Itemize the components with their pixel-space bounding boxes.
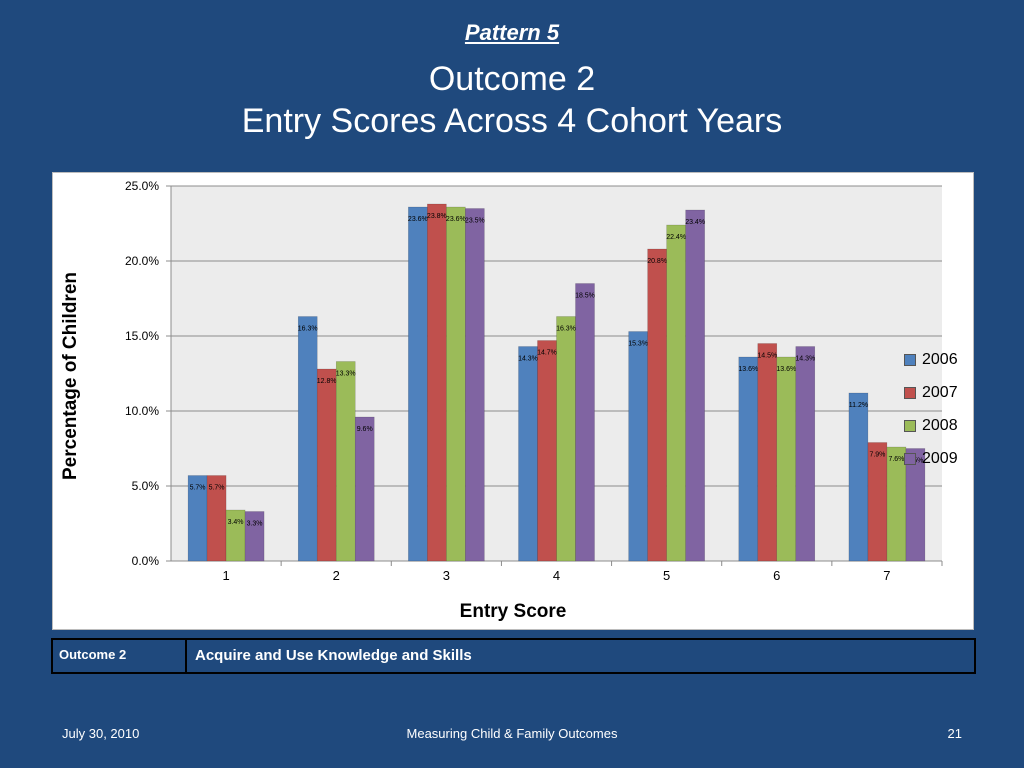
- x-tick-label: 3: [443, 568, 450, 583]
- title-line-2: Entry Scores Across 4 Cohort Years: [241, 102, 783, 140]
- data-label: 20.8%: [647, 258, 667, 265]
- bar-2009-cat-3: [465, 208, 485, 562]
- title-line-1: Outcome 2: [428, 60, 596, 98]
- x-tick-label: 5: [663, 568, 670, 583]
- bar-2008-cat-1: [225, 509, 246, 562]
- data-label: 13.3%: [336, 371, 356, 378]
- x-axis-title: Entry Score: [459, 601, 567, 622]
- bar-2007-cat-5: [647, 248, 667, 562]
- data-label: 3.4%: [228, 519, 244, 526]
- x-tick-label: 1: [222, 568, 229, 583]
- bar-2009-cat-6: [795, 346, 816, 562]
- bar-2006-cat-7: [848, 392, 869, 562]
- bar-2006-cat-4: [518, 346, 538, 562]
- legend-swatch-2008: [904, 419, 916, 432]
- bar-2009-cat-2: [354, 416, 375, 562]
- legend-swatch-2009: [904, 452, 916, 465]
- data-label: 14.5%: [757, 353, 777, 360]
- y-tick-label: 0.0%: [132, 554, 160, 568]
- legend-item-2008: 2008: [904, 409, 958, 442]
- bar-2008-cat-3: [446, 206, 466, 562]
- bar-2009-cat-4: [575, 283, 595, 562]
- bar-2006-cat-6: [738, 356, 759, 562]
- y-tick-label: 10.0%: [125, 404, 159, 418]
- y-tick-label: 15.0%: [125, 329, 159, 343]
- outcome-table-value: Acquire and Use Knowledge and Skills: [195, 647, 472, 664]
- bar-2008-cat-4: [556, 316, 576, 562]
- data-label: 14.3%: [518, 356, 538, 363]
- legend-item-2006: 2006: [904, 343, 958, 376]
- bar-2008-cat-5: [666, 224, 686, 562]
- bar-chart: 0.0% 5.0% 10.0% 15.0% 20.0% 25.0% 5.7% 5.7% 3.4%…: [125, 179, 943, 583]
- bar-2007-cat-3: [427, 203, 447, 562]
- y-axis-title: Percentage of Children: [60, 272, 81, 480]
- data-label: 23.6%: [446, 216, 466, 223]
- bar-2009-cat-5: [685, 209, 705, 562]
- outcome-table: Outcome 2 Acquire and Use Knowledge and …: [51, 638, 976, 674]
- legend-item-2009: 2009: [904, 442, 958, 475]
- data-label: 5.7%: [190, 485, 206, 492]
- data-label: 13.6%: [776, 366, 796, 373]
- data-label: 9.6%: [357, 426, 373, 433]
- chart-area: 0.0% 5.0% 10.0% 15.0% 20.0% 25.0% 5.7% 5.7% 3.4%…: [52, 172, 974, 630]
- data-label: 22.4%: [666, 234, 686, 241]
- bar-2007-cat-4: [537, 340, 557, 562]
- legend: 2006 2007 2008 2009: [904, 343, 958, 475]
- data-label: 14.3%: [795, 356, 815, 363]
- data-label: 7.6%: [888, 456, 904, 463]
- legend-label-2008: 2008: [922, 416, 958, 434]
- footer-title: Measuring Child & Family Outcomes: [406, 726, 618, 741]
- bar-2006-cat-3: [408, 206, 428, 562]
- bar-2009-cat-1: [244, 511, 265, 562]
- data-label: 23.5%: [465, 218, 485, 225]
- data-label: 7.9%: [869, 452, 885, 459]
- slide-title: Outcome 2 Entry Scores Across 4 Cohort Y…: [0, 58, 1024, 142]
- legend-label-2006: 2006: [922, 350, 958, 368]
- data-label: 15.3%: [628, 341, 648, 348]
- data-label: 11.2%: [849, 402, 868, 409]
- x-tick-label: 4: [553, 568, 560, 583]
- legend-label-2009: 2009: [922, 449, 958, 467]
- data-label: 16.3%: [298, 326, 318, 333]
- bar-2008-cat-6: [776, 356, 797, 562]
- bar-2007-cat-2: [316, 368, 337, 562]
- bar-2007-cat-6: [757, 343, 778, 562]
- x-tick-label: 2: [333, 568, 340, 583]
- data-label: 5.7%: [209, 485, 225, 492]
- legend-label-2007: 2007: [922, 383, 958, 401]
- data-label: 14.7%: [537, 350, 557, 357]
- data-label: 23.8%: [427, 213, 447, 220]
- data-label: 18.5%: [575, 293, 595, 300]
- x-tick-label: 7: [883, 568, 890, 583]
- outcome-table-key: Outcome 2: [53, 640, 187, 672]
- bar-2006-cat-5: [628, 331, 648, 562]
- data-label: 23.4%: [685, 219, 705, 226]
- legend-swatch-2007: [904, 386, 916, 399]
- legend-swatch-2006: [904, 353, 916, 366]
- legend-item-2007: 2007: [904, 376, 958, 409]
- data-label: 3.3%: [247, 521, 263, 528]
- bar-2006-cat-2: [297, 316, 318, 562]
- footer-page-number: 21: [947, 726, 962, 741]
- bar-2009-cat-7: [905, 448, 926, 562]
- data-label: 12.8%: [317, 378, 337, 385]
- x-tick-label: 6: [773, 568, 780, 583]
- y-tick-label: 20.0%: [125, 254, 159, 268]
- pattern-label: Pattern 5: [464, 20, 560, 45]
- bar-2007-cat-7: [867, 442, 888, 562]
- data-label: 23.6%: [408, 216, 428, 223]
- data-label: 13.6%: [738, 366, 758, 373]
- y-tick-label: 5.0%: [132, 479, 160, 493]
- data-label: 16.3%: [556, 326, 576, 333]
- bar-2008-cat-2: [335, 361, 356, 562]
- footer-date: July 30, 2010: [62, 726, 140, 741]
- y-tick-label: 25.0%: [125, 179, 159, 193]
